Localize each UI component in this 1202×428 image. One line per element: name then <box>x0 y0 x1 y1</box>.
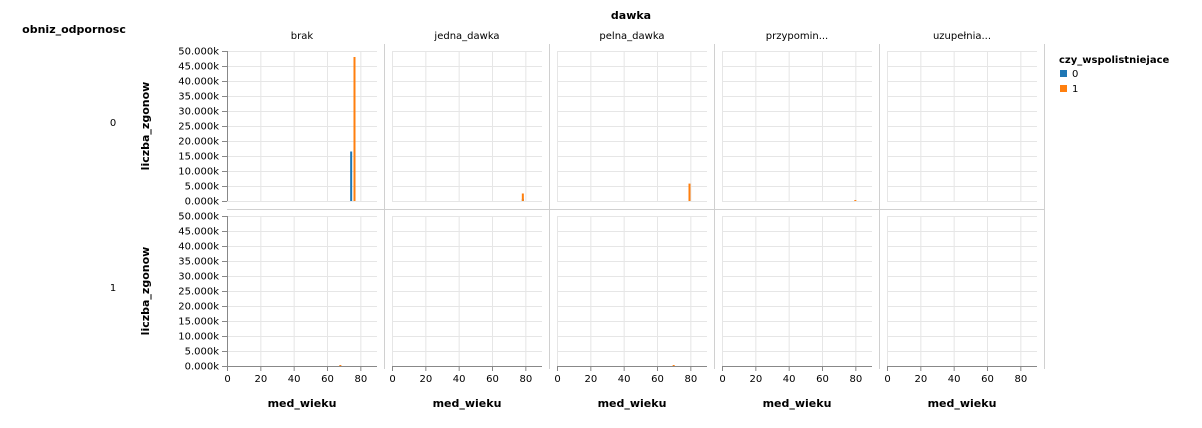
x-axis-title: med_wieku <box>433 397 502 410</box>
row-header: 0 <box>110 118 116 129</box>
y-tick-label: 30.000k <box>178 107 219 118</box>
y-tick-label: 25.000k <box>178 122 219 133</box>
y-tick-label: 20.000k <box>178 137 219 148</box>
y-tick-label: 25.000k <box>178 287 219 298</box>
column-header: jedna_dawka <box>433 31 499 42</box>
y-tick-label: 45.000k <box>178 227 219 238</box>
x-tick-label: 20 <box>419 374 432 385</box>
x-tick-label: 60 <box>321 374 334 385</box>
x-tick-label: 40 <box>288 374 301 385</box>
y-tick-label: 40.000k <box>178 242 219 253</box>
bar-series-0 <box>350 151 353 201</box>
y-tick-label: 0.000k <box>185 197 220 208</box>
x-tick-label: 40 <box>783 374 796 385</box>
column-facet-title: dawka <box>611 9 651 22</box>
x-tick-label: 20 <box>749 374 762 385</box>
y-tick-label: 15.000k <box>178 152 219 163</box>
x-tick-label: 40 <box>618 374 631 385</box>
row-facet-title: obniz_odpornosc <box>22 23 126 36</box>
x-axis-title: med_wieku <box>268 397 337 410</box>
y-tick-label: 5.000k <box>185 347 220 358</box>
y-tick-label: 40.000k <box>178 77 219 88</box>
column-header: pelna_dawka <box>599 31 664 42</box>
bar-series-1 <box>339 365 342 366</box>
row-header: 1 <box>110 283 116 294</box>
y-tick-label: 30.000k <box>178 272 219 283</box>
legend-label-1: 1 <box>1072 84 1078 95</box>
y-tick-label: 0.000k <box>185 362 220 373</box>
y-tick-label: 50.000k <box>178 47 219 58</box>
y-tick-label: 15.000k <box>178 317 219 328</box>
y-tick-label: 50.000k <box>178 212 219 223</box>
x-tick-label: 0 <box>884 374 890 385</box>
column-header: brak <box>291 31 314 42</box>
y-tick-label: 20.000k <box>178 302 219 313</box>
x-tick-label: 80 <box>684 374 697 385</box>
bar-series-1 <box>353 57 356 201</box>
y-tick-label: 35.000k <box>178 257 219 268</box>
x-tick-label: 60 <box>486 374 499 385</box>
x-tick-label: 20 <box>914 374 927 385</box>
x-tick-label: 40 <box>453 374 466 385</box>
x-tick-label: 80 <box>1014 374 1027 385</box>
y-tick-label: 45.000k <box>178 62 219 73</box>
x-tick-label: 0 <box>554 374 560 385</box>
x-tick-label: 80 <box>354 374 367 385</box>
x-tick-label: 80 <box>519 374 532 385</box>
bar-series-1 <box>672 365 675 366</box>
y-tick-label: 10.000k <box>178 167 219 178</box>
x-tick-label: 60 <box>651 374 664 385</box>
x-tick-label: 80 <box>849 374 862 385</box>
column-header: uzupełnia... <box>933 31 991 42</box>
legend-title: czy_wspolistniejace <box>1059 55 1170 66</box>
legend-swatch-1 <box>1060 85 1067 92</box>
y-axis-title: liczba_zgonow <box>139 82 152 171</box>
x-tick-label: 0 <box>224 374 230 385</box>
bar-series-1 <box>521 193 524 201</box>
x-axis-title: med_wieku <box>928 397 997 410</box>
y-tick-label: 10.000k <box>178 332 219 343</box>
y-tick-label: 5.000k <box>185 182 220 193</box>
column-header: przypomin... <box>766 31 829 42</box>
x-tick-label: 0 <box>719 374 725 385</box>
x-tick-label: 0 <box>389 374 395 385</box>
x-tick-label: 40 <box>948 374 961 385</box>
x-tick-label: 20 <box>584 374 597 385</box>
y-axis-title: liczba_zgonow <box>139 247 152 336</box>
x-axis-title: med_wieku <box>763 397 832 410</box>
x-tick-label: 60 <box>816 374 829 385</box>
x-axis-title: med_wieku <box>598 397 667 410</box>
y-tick-label: 35.000k <box>178 92 219 103</box>
legend: czy_wspolistniejace 0 1 <box>1059 55 1170 95</box>
x-tick-label: 20 <box>254 374 267 385</box>
legend-swatch-0 <box>1060 70 1067 77</box>
bar-series-1 <box>688 183 691 201</box>
legend-label-0: 0 <box>1072 69 1078 80</box>
x-tick-label: 60 <box>981 374 994 385</box>
bar-series-1 <box>854 200 857 201</box>
panels-layer: brak jedna_dawka pelna_dawka przypomin... uz… <box>110 31 1045 410</box>
